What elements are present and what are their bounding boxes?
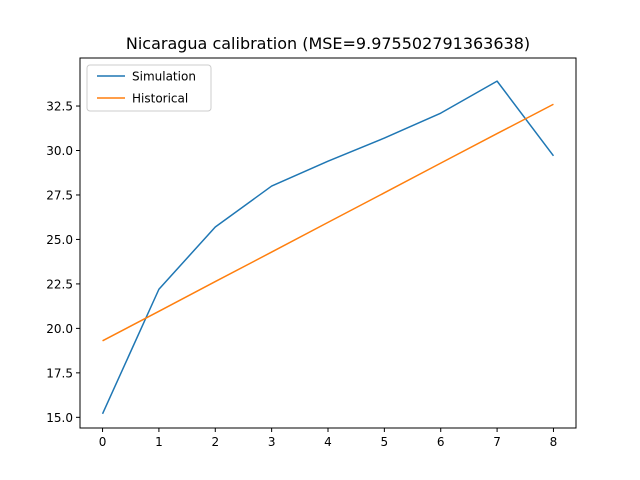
legend-label-1: Simulation [132, 70, 196, 84]
y-tick-label: 22.5 [46, 277, 73, 291]
legend-label-2: Historical [132, 92, 188, 106]
plot-frame [79, 57, 577, 429]
series-lines [101, 80, 555, 415]
x-tick-label: 1 [155, 435, 163, 449]
x-axis-ticks: 0 1 2 3 4 5 6 7 8 [99, 428, 558, 449]
legend: Simulation Historical [86, 64, 212, 112]
series-line-1 [101, 80, 555, 415]
y-tick-label: 32.5 [46, 100, 73, 114]
y-tick-label: 17.5 [46, 366, 73, 380]
y-tick-label: 27.5 [46, 188, 73, 202]
x-tick-label: 2 [211, 435, 219, 449]
x-tick-label: 8 [550, 435, 558, 449]
y-tick-label: 20.0 [46, 322, 73, 336]
series-line-2 [102, 103, 554, 342]
y-tick-label: 15.0 [46, 411, 73, 425]
x-tick-label: 5 [381, 435, 389, 449]
y-tick-label: 30.0 [46, 144, 73, 158]
x-tick-label: 4 [324, 435, 332, 449]
y-tick-label: 25.0 [46, 233, 73, 247]
x-tick-label: 6 [437, 435, 445, 449]
x-tick-label: 7 [493, 435, 501, 449]
x-tick-label: 0 [99, 435, 107, 449]
y-axis-ticks: 15.0 17.5 20.0 22.5 25.0 27.5 30.0 32.5 [46, 100, 80, 425]
chart-title: Nicaragua calibration (MSE=9.97550279136… [126, 34, 530, 53]
x-tick-label: 3 [268, 435, 276, 449]
